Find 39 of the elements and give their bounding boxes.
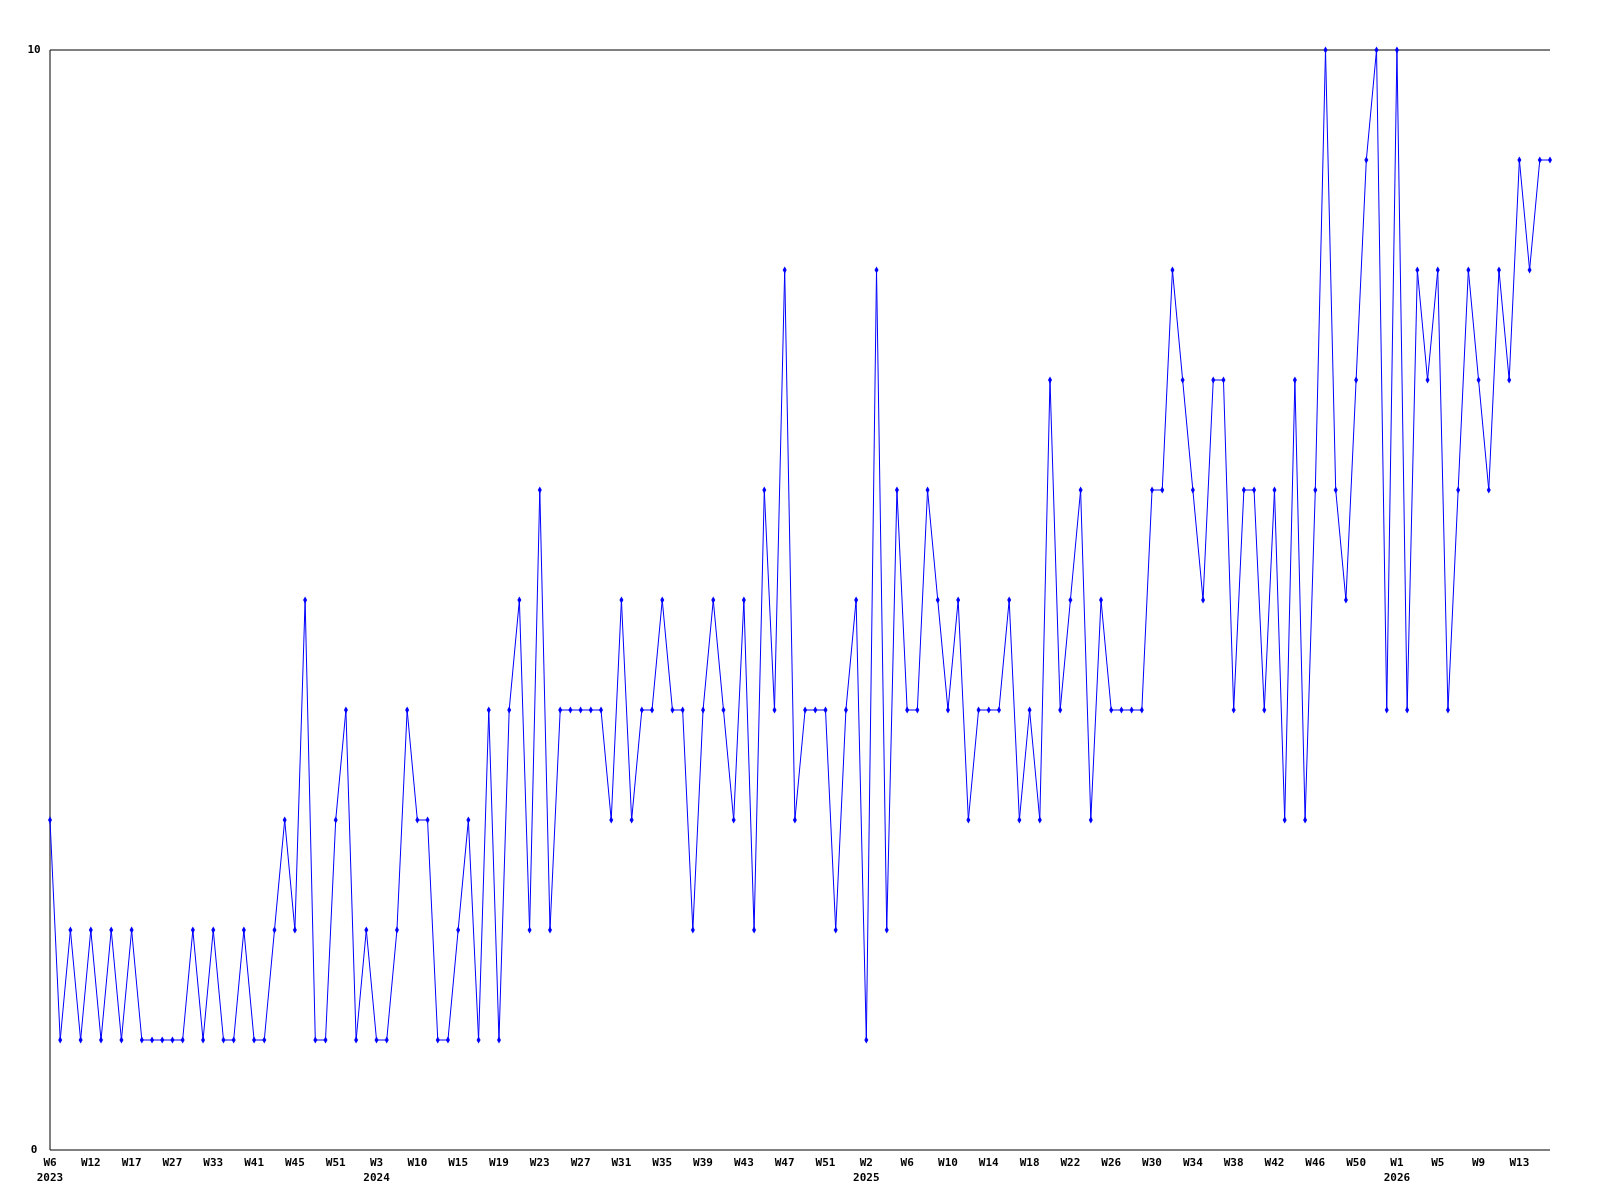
y-tick-label: 10: [27, 43, 41, 56]
x-tick-label: W1 2026: [1383, 1156, 1411, 1184]
x-tick-label: W27: [162, 1156, 183, 1169]
x-tick-label: W9: [1471, 1156, 1486, 1169]
x-tick-label: W33: [203, 1156, 224, 1169]
x-tick-label: W19: [489, 1156, 509, 1169]
x-tick-label: W10: [407, 1156, 428, 1169]
x-tick-label: W34: [1182, 1156, 1204, 1169]
x-tick-label: W43: [733, 1156, 754, 1169]
x-tick-label: W47: [774, 1156, 795, 1169]
x-tick-label: W27: [570, 1156, 591, 1169]
x-tick-label: W30: [1142, 1156, 1162, 1169]
x-tick-label: W22: [1060, 1156, 1081, 1169]
x-tick-label: W51: [325, 1156, 347, 1169]
x-tick-label: W14: [978, 1156, 1000, 1169]
x-tick-label: W31: [611, 1156, 632, 1169]
x-tick-label: W50: [1346, 1156, 1367, 1169]
x-tick-label: W51: [815, 1156, 836, 1169]
x-tick-label: W26: [1101, 1156, 1122, 1169]
x-tick-label: W10: [938, 1156, 958, 1169]
x-tick-label: W13: [1509, 1156, 1530, 1169]
x-tick-label: W38: [1223, 1156, 1244, 1169]
x-tick-label: W12: [80, 1156, 101, 1169]
x-tick-label: W42: [1264, 1156, 1285, 1169]
y-tick-label: 0: [30, 1143, 38, 1156]
x-tick-label: W35: [652, 1156, 673, 1169]
x-tick-label: W39: [693, 1156, 713, 1169]
x-tick-label: W46: [1305, 1156, 1326, 1169]
x-tick-label: W2 2025: [853, 1156, 880, 1184]
x-tick-label: W18: [1019, 1156, 1040, 1169]
x-tick-label: W15: [448, 1156, 469, 1169]
x-tick-label: W5: [1431, 1156, 1445, 1169]
x-tick-label: W41: [244, 1156, 265, 1169]
x-tick-label: W45: [284, 1156, 305, 1169]
x-tick-label: W3 2024: [363, 1156, 391, 1184]
x-tick-label: W6: [900, 1156, 915, 1169]
x-tick-label: W6 2023: [36, 1156, 64, 1184]
x-tick-label: W17: [121, 1156, 142, 1169]
x-tick-label: W23: [529, 1156, 550, 1169]
